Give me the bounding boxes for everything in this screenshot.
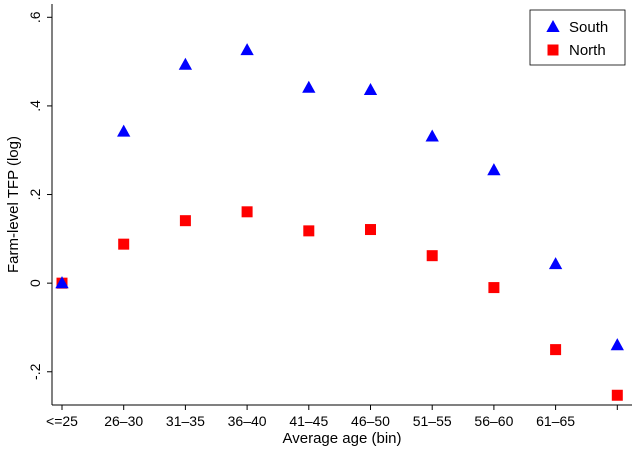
- south-point: [487, 163, 501, 176]
- south-point: [302, 80, 316, 93]
- y-tick-label: .2: [27, 188, 43, 200]
- south-point: [178, 57, 193, 70]
- legend: South North: [529, 9, 626, 66]
- legend-south-marker: [546, 20, 560, 33]
- y-tick-label: .4: [27, 100, 43, 112]
- x-axis: <=25 26–30 31–35 36–40 41–45 46–50 51–55 56–60 6…: [46, 404, 632, 429]
- x-tick-label: 56–60: [474, 413, 513, 429]
- x-tick-label: <=25: [46, 413, 78, 429]
- north-point: [241, 206, 253, 218]
- north-point: [365, 224, 376, 236]
- x-axis-title: Average age (bin): [283, 430, 402, 447]
- north-point: [303, 225, 315, 237]
- y-axis: -.2 0 .2 .4 .6: [27, 4, 53, 405]
- y-tick-label: .6: [27, 11, 43, 23]
- north-point: [118, 238, 130, 250]
- south-point: [55, 276, 69, 289]
- south-point: [548, 257, 563, 270]
- y-tick-label: -.2: [27, 363, 43, 380]
- legend-north-marker: [547, 44, 559, 56]
- south-point: [610, 338, 624, 351]
- south-point: [240, 43, 254, 56]
- series-south: [55, 43, 624, 351]
- south-point: [117, 124, 131, 137]
- north-point: [179, 215, 191, 227]
- x-tick-label: 51–55: [413, 413, 452, 429]
- north-point: [488, 282, 500, 294]
- south-point: [425, 129, 439, 142]
- x-tick-label: 36–40: [228, 413, 267, 429]
- north-point: [611, 389, 623, 401]
- legend-box: [529, 9, 626, 66]
- north-point: [550, 344, 562, 356]
- south-point: [363, 82, 378, 96]
- x-tick-label: 31–35: [166, 413, 205, 429]
- y-axis-title: Farm-level TFP (log): [5, 136, 22, 273]
- plot-area: [52, 4, 632, 405]
- x-tick-label: 61–65: [536, 413, 575, 429]
- x-tick-label: 26–30: [104, 413, 143, 429]
- x-tick-label: 46–50: [351, 413, 390, 429]
- legend-label-north: North: [569, 42, 606, 59]
- y-tick-label: 0: [27, 279, 43, 287]
- legend-label-south: South: [569, 19, 608, 36]
- data-points: [55, 43, 624, 401]
- north-point: [426, 250, 438, 262]
- x-tick-label: 41–45: [289, 413, 328, 429]
